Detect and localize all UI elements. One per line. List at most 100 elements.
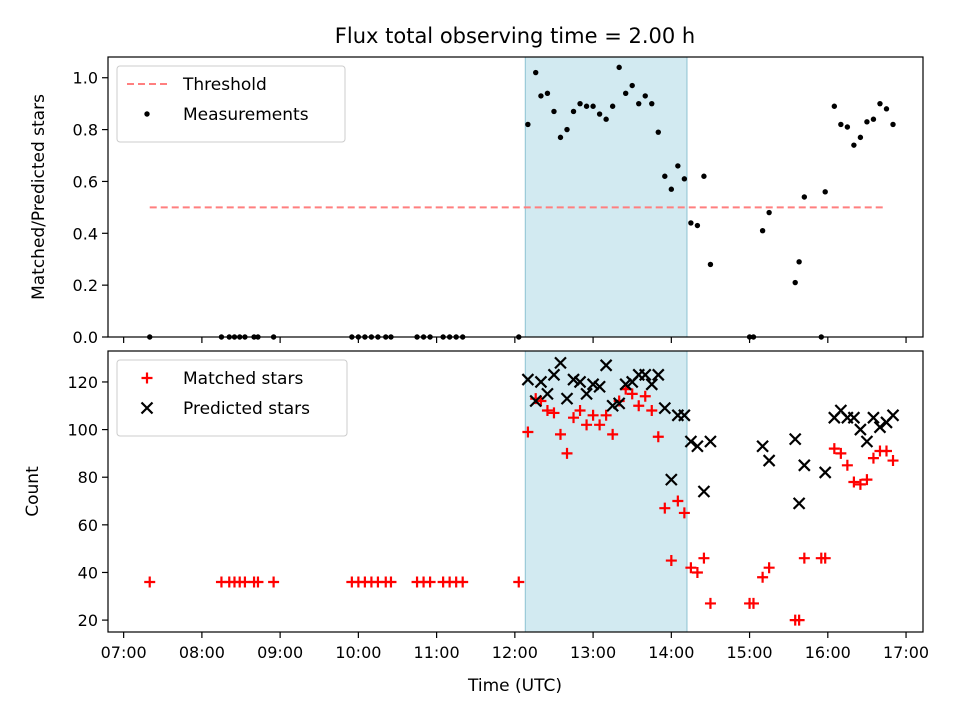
x-tick-label: 16:00 — [805, 643, 851, 662]
matched-star-point — [704, 597, 716, 609]
predicted-star-point — [792, 497, 806, 510]
predicted-star-point — [847, 411, 861, 424]
predicted-star-point — [860, 435, 874, 448]
measurement-point — [701, 173, 707, 179]
matched-star-point — [561, 447, 573, 459]
measurement-point — [694, 222, 701, 229]
predicted-star-point — [547, 368, 561, 382]
predicted-star-point — [521, 373, 535, 386]
predicted-star-point — [606, 399, 619, 413]
predicted-star-point — [638, 368, 652, 382]
predicted-star-point — [704, 435, 717, 448]
matched-star-point — [691, 566, 703, 578]
matched-star-point — [678, 507, 690, 519]
x-tick-label: 08:00 — [179, 643, 225, 662]
measurement-point — [583, 103, 590, 109]
legend-measurements-swatch — [144, 111, 150, 117]
legend-label: Measurements — [183, 105, 309, 125]
measurement-point — [609, 103, 616, 109]
measurement-point — [570, 108, 577, 115]
predicted-star-point — [534, 375, 548, 389]
x-tick-label: 09:00 — [257, 643, 303, 662]
x-tick-label: 15:00 — [727, 643, 773, 662]
measurement-point — [533, 69, 539, 76]
measurement-point — [792, 279, 798, 286]
y-tick-label: 0.2 — [73, 276, 98, 295]
matched-star-point — [581, 419, 593, 431]
matched-star-point — [835, 447, 847, 459]
matched-star-point — [880, 445, 892, 457]
measurement-point — [564, 126, 570, 133]
predicted-star-point — [756, 439, 769, 453]
legend-label: Predicted stars — [183, 399, 310, 419]
matched-star-point — [848, 476, 860, 488]
predicted-star-point — [678, 409, 691, 422]
matched-star-point — [639, 390, 651, 402]
y-tick-label: 40 — [78, 563, 98, 582]
chart-title: Flux total observing time = 2.00 h — [335, 24, 695, 48]
matched-star-point — [698, 552, 710, 564]
predicted-star-point — [818, 466, 832, 479]
measurement-point — [636, 100, 642, 107]
predicted-star-point — [691, 439, 704, 453]
x-tick-label: 12:00 — [492, 643, 538, 662]
matched-star-point — [594, 419, 606, 431]
measurement-point — [857, 134, 864, 141]
measurement-point — [538, 93, 544, 99]
matched-star-point — [633, 400, 645, 412]
matched-star-point — [626, 388, 638, 400]
matched-star-point — [568, 412, 580, 424]
ratio-panel: 0.0 0.2 0.4 0.6 0.8 1.0 Matched/Predicted star… — [29, 56, 924, 347]
measurement-point — [864, 119, 870, 125]
matched-star-point — [798, 552, 810, 564]
y-axis-label: Count — [23, 466, 43, 517]
matched-star-point — [513, 576, 525, 588]
measurement-point — [890, 121, 896, 128]
measurement-point — [801, 194, 808, 200]
measurement-point — [596, 111, 603, 117]
predicted-star-point — [645, 378, 659, 391]
matched-star-point — [607, 428, 619, 440]
predicted-star-point — [580, 387, 593, 401]
x-axis-label: Time (UTC) — [467, 676, 562, 696]
predicted-star-point — [567, 373, 580, 386]
matched-star-point — [685, 562, 697, 574]
matched-star-point — [522, 426, 534, 438]
predicted-star-point — [599, 359, 613, 372]
measurement-point — [616, 64, 622, 71]
matched-star-point — [757, 571, 769, 583]
predicted-star-point — [854, 423, 867, 436]
y-tick-label: 0.4 — [73, 224, 98, 243]
x-tick-label: 13:00 — [570, 643, 616, 662]
legend-predicted-swatch — [140, 401, 154, 415]
matched-star-point — [600, 409, 612, 421]
measurement-point — [544, 90, 551, 96]
predicted-star-point — [697, 485, 711, 498]
predicted-star-point — [560, 392, 574, 405]
matched-star-point — [385, 576, 397, 588]
matched-star-point — [268, 576, 280, 588]
matched-star-point — [144, 576, 156, 588]
plot-frame — [107, 350, 924, 633]
measurement-point — [759, 228, 766, 234]
measurement-point — [844, 124, 851, 130]
predicted-star-point — [788, 432, 802, 446]
matched-star-point — [646, 405, 658, 417]
predicted-star-point — [612, 397, 626, 410]
predicted-star-point — [658, 401, 672, 415]
predicted-star-point — [684, 435, 698, 448]
measurement-point — [796, 259, 802, 265]
matched-star-point — [828, 443, 840, 455]
count-panel: 20 40 60 80 100 120 07:00 08:00 09:00 10:00 11:00 1… — [23, 350, 929, 662]
predicted-star-point — [619, 378, 632, 391]
measurement-point — [590, 103, 596, 109]
matched-star-point — [763, 562, 775, 574]
predicted-star-point — [798, 459, 811, 472]
y-tick-label: 0.0 — [73, 328, 98, 347]
measurement-point — [668, 186, 675, 192]
matched-star-point — [457, 576, 469, 588]
matched-star-point — [819, 552, 831, 564]
x-tick-label: 11:00 — [414, 643, 460, 662]
y-tick-label: 120 — [67, 373, 98, 392]
